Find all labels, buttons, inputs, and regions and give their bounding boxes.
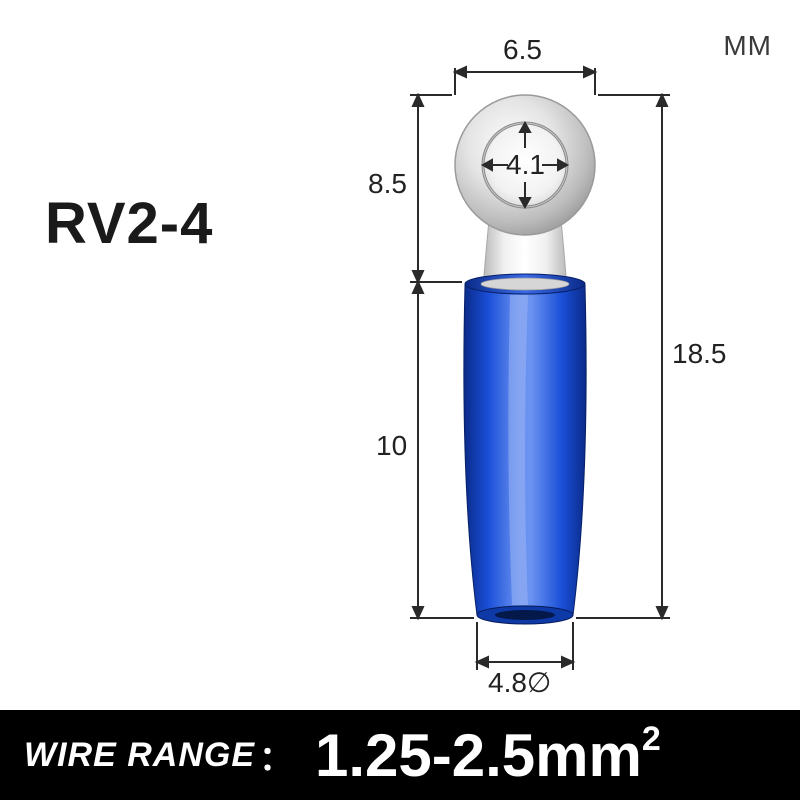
dim-outer-width: 6.5 bbox=[503, 34, 542, 66]
dim-total-height: 18.5 bbox=[672, 338, 727, 370]
footer-bar: WIRE RANGE ： 1.25-2.5 mm 2 bbox=[0, 710, 800, 800]
footer-value: 1.25-2.5 bbox=[315, 721, 535, 790]
terminal-svg bbox=[370, 60, 770, 700]
unit-label: MM bbox=[723, 30, 772, 62]
dim-hole-diameter: 4.1 bbox=[506, 149, 545, 181]
product-title: RV2-4 bbox=[45, 190, 213, 257]
dim-ring-height: 8.5 bbox=[368, 168, 407, 200]
footer-unit: mm bbox=[535, 721, 642, 790]
footer-label: WIRE RANGE bbox=[24, 736, 255, 775]
terminal-diagram: 6.5 4.1 8.5 10 18.5 4.8∅ bbox=[370, 60, 770, 700]
dim-sleeve-diameter: 4.8∅ bbox=[488, 666, 551, 699]
canvas: MM RV2-4 bbox=[0, 0, 800, 800]
dim-sleeve-height: 10 bbox=[376, 430, 407, 462]
footer-sup: 2 bbox=[642, 720, 661, 759]
footer-colon: ： bbox=[259, 731, 293, 780]
